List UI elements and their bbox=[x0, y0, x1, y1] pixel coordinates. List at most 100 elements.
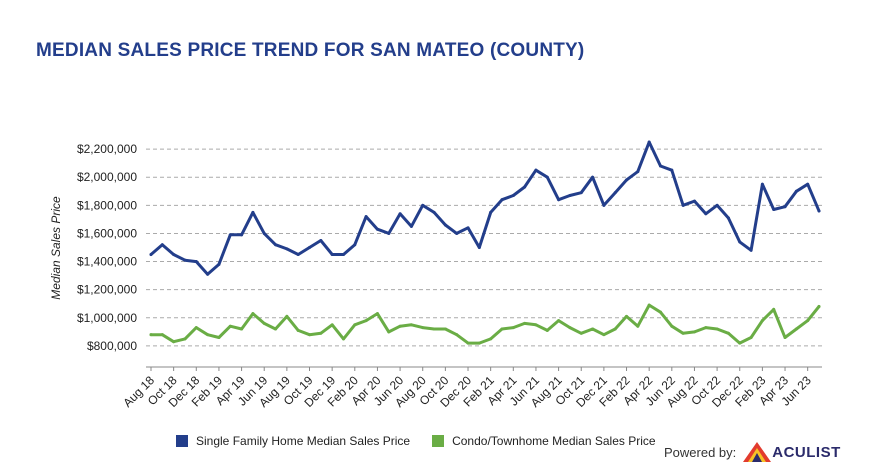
point-condo[interactable] bbox=[534, 323, 538, 327]
point-condo[interactable] bbox=[715, 327, 719, 331]
point-condo[interactable] bbox=[817, 305, 821, 309]
point-single-family[interactable] bbox=[625, 178, 629, 182]
point-single-family[interactable] bbox=[319, 238, 323, 242]
point-condo[interactable] bbox=[692, 330, 696, 334]
point-single-family[interactable] bbox=[534, 168, 538, 172]
point-single-family[interactable] bbox=[398, 212, 402, 216]
point-single-family[interactable] bbox=[308, 246, 312, 249]
point-single-family[interactable] bbox=[160, 243, 164, 247]
point-single-family[interactable] bbox=[772, 208, 776, 212]
point-condo[interactable] bbox=[251, 312, 255, 316]
point-single-family[interactable] bbox=[455, 231, 459, 235]
point-condo[interactable] bbox=[341, 337, 345, 341]
point-single-family[interactable] bbox=[726, 216, 730, 220]
point-condo[interactable] bbox=[421, 326, 425, 330]
point-single-family[interactable] bbox=[149, 253, 153, 257]
point-condo[interactable] bbox=[636, 324, 640, 328]
powered-by[interactable]: Powered by: ACULIST bbox=[664, 440, 841, 464]
point-single-family[interactable] bbox=[591, 175, 595, 179]
point-single-family[interactable] bbox=[749, 248, 753, 252]
point-single-family[interactable] bbox=[738, 240, 742, 244]
point-condo[interactable] bbox=[262, 321, 266, 325]
point-single-family[interactable] bbox=[579, 191, 583, 195]
point-condo[interactable] bbox=[625, 314, 629, 318]
point-condo[interactable] bbox=[285, 314, 289, 318]
point-condo[interactable] bbox=[308, 333, 312, 337]
point-condo[interactable] bbox=[330, 323, 334, 327]
point-single-family[interactable] bbox=[285, 247, 289, 251]
point-condo[interactable] bbox=[477, 341, 481, 345]
point-condo[interactable] bbox=[466, 341, 470, 345]
point-condo[interactable] bbox=[681, 331, 685, 335]
point-condo[interactable] bbox=[704, 326, 708, 330]
point-single-family[interactable] bbox=[523, 185, 527, 189]
point-condo[interactable] bbox=[613, 327, 617, 331]
point-single-family[interactable] bbox=[262, 231, 266, 235]
point-condo[interactable] bbox=[160, 333, 164, 337]
point-condo[interactable] bbox=[523, 321, 527, 325]
point-condo[interactable] bbox=[772, 307, 776, 311]
point-condo[interactable] bbox=[149, 333, 153, 337]
point-single-family[interactable] bbox=[172, 253, 176, 257]
point-condo[interactable] bbox=[228, 324, 232, 328]
point-single-family[interactable] bbox=[443, 223, 447, 227]
point-condo[interactable] bbox=[794, 327, 798, 331]
point-condo[interactable] bbox=[591, 327, 595, 331]
point-condo[interactable] bbox=[500, 327, 504, 331]
point-single-family[interactable] bbox=[670, 168, 674, 172]
legend-item-single-family[interactable]: Single Family Home Median Sales Price bbox=[176, 434, 410, 448]
point-single-family[interactable] bbox=[806, 182, 810, 186]
point-single-family[interactable] bbox=[251, 210, 255, 214]
point-single-family[interactable] bbox=[194, 260, 198, 264]
point-condo[interactable] bbox=[183, 337, 187, 341]
point-condo[interactable] bbox=[579, 331, 583, 335]
point-condo[interactable] bbox=[375, 312, 379, 316]
point-condo[interactable] bbox=[409, 323, 413, 327]
point-condo[interactable] bbox=[726, 331, 730, 335]
point-single-family[interactable] bbox=[296, 253, 300, 257]
point-condo[interactable] bbox=[206, 333, 210, 337]
point-single-family[interactable] bbox=[715, 203, 719, 207]
point-single-family[interactable] bbox=[489, 210, 493, 214]
point-condo[interactable] bbox=[443, 327, 447, 331]
point-single-family[interactable] bbox=[421, 203, 425, 207]
point-single-family[interactable] bbox=[183, 258, 187, 262]
point-condo[interactable] bbox=[783, 335, 787, 339]
point-condo[interactable] bbox=[749, 335, 753, 339]
point-single-family[interactable] bbox=[636, 170, 640, 174]
point-condo[interactable] bbox=[670, 324, 674, 328]
point-condo[interactable] bbox=[353, 323, 357, 327]
series-line-single-family[interactable] bbox=[149, 140, 821, 276]
point-single-family[interactable] bbox=[274, 243, 278, 247]
point-single-family[interactable] bbox=[681, 203, 685, 207]
point-condo[interactable] bbox=[296, 328, 300, 332]
point-single-family[interactable] bbox=[511, 193, 515, 197]
point-single-family[interactable] bbox=[409, 224, 413, 228]
point-condo[interactable] bbox=[240, 327, 244, 331]
point-condo[interactable] bbox=[194, 326, 198, 330]
point-single-family[interactable] bbox=[206, 272, 210, 276]
point-single-family[interactable] bbox=[760, 182, 764, 186]
point-single-family[interactable] bbox=[557, 198, 561, 202]
point-single-family[interactable] bbox=[783, 205, 787, 209]
legend-item-condo[interactable]: Condo/Townhome Median Sales Price bbox=[432, 434, 656, 448]
point-condo[interactable] bbox=[557, 319, 561, 323]
point-single-family[interactable] bbox=[613, 191, 617, 195]
point-single-family[interactable] bbox=[545, 175, 549, 179]
point-condo[interactable] bbox=[319, 331, 323, 335]
point-single-family[interactable] bbox=[817, 209, 821, 213]
point-single-family[interactable] bbox=[217, 262, 221, 266]
point-condo[interactable] bbox=[647, 303, 651, 307]
point-condo[interactable] bbox=[274, 327, 278, 331]
point-single-family[interactable] bbox=[387, 231, 391, 235]
point-condo[interactable] bbox=[658, 310, 662, 314]
point-single-family[interactable] bbox=[341, 253, 345, 257]
point-single-family[interactable] bbox=[692, 199, 696, 203]
point-condo[interactable] bbox=[489, 337, 493, 341]
point-single-family[interactable] bbox=[647, 140, 651, 144]
point-condo[interactable] bbox=[455, 333, 459, 337]
point-single-family[interactable] bbox=[658, 164, 662, 168]
point-condo[interactable] bbox=[387, 330, 391, 334]
point-single-family[interactable] bbox=[432, 210, 436, 214]
point-single-family[interactable] bbox=[353, 243, 357, 247]
